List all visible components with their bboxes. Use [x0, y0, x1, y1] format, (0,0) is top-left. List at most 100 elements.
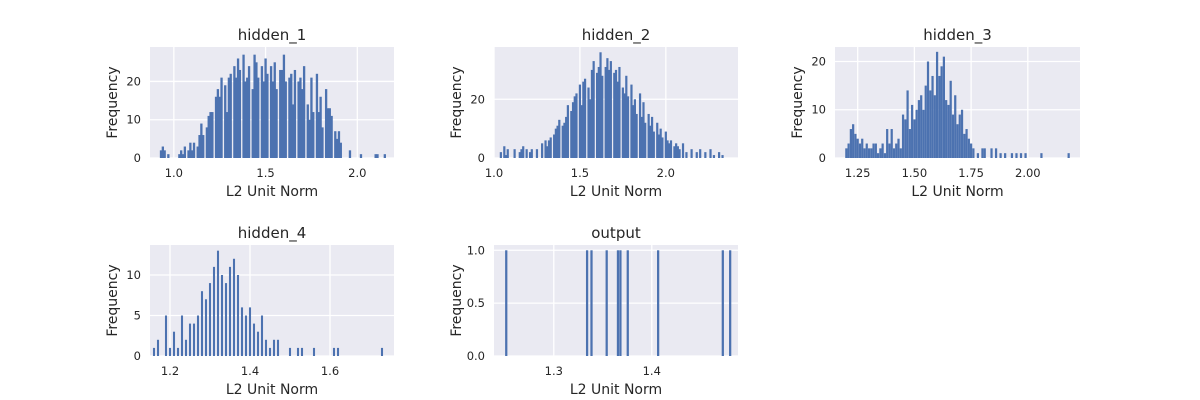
histogram-bar [191, 150, 194, 158]
histogram-bar [189, 142, 192, 158]
histogram-bar [922, 109, 925, 158]
x-tick-label: 1.5 [571, 166, 589, 180]
histogram-bar [990, 148, 993, 158]
histogram-bar [981, 148, 984, 158]
histogram-bar [647, 113, 650, 158]
histogram-bar [675, 143, 678, 158]
histogram-bar [339, 142, 342, 158]
histogram-bar [999, 153, 1002, 158]
histogram-bar [858, 143, 862, 158]
histogram-bar [297, 81, 300, 158]
histogram-bar [640, 116, 643, 158]
histogram-bar [518, 152, 521, 158]
histogram-bar [528, 152, 532, 158]
histogram-bar [180, 150, 183, 158]
histogram-bar [505, 250, 508, 356]
x-axis-label: L2 Unit Norm [911, 184, 1003, 200]
histogram-bar [717, 152, 721, 158]
histogram-bar [553, 134, 556, 158]
histogram-bar [163, 150, 166, 158]
histogram-bar [888, 143, 891, 158]
histogram-bar [503, 146, 506, 158]
histogram-bar [847, 143, 850, 158]
histogram-bar [187, 150, 190, 158]
histogram-bar [650, 116, 654, 158]
histogram-bar [238, 69, 242, 158]
x-axis-label: L2 Unit Norm [570, 382, 662, 398]
histogram-bar [236, 58, 240, 158]
x-tick-label: 1.6 [321, 364, 339, 378]
histogram-bar [613, 72, 616, 158]
histogram-bar [269, 66, 273, 158]
histogram-bar [721, 250, 724, 356]
histogram-bar [960, 109, 964, 158]
histogram-bar [595, 72, 599, 158]
histogram-bar [506, 149, 509, 158]
histogram-bar [945, 100, 948, 158]
histogram-bar [321, 127, 324, 158]
histogram-bar [929, 90, 932, 158]
histogram-bar [867, 148, 871, 158]
histogram-bar [205, 127, 209, 158]
histogram-bar [854, 133, 857, 158]
histogram-bar [685, 152, 688, 158]
histogram-bar [296, 347, 300, 356]
histogram-bar [601, 75, 604, 158]
histogram-bar [587, 87, 590, 158]
histogram-bar [348, 150, 352, 158]
histogram-bar [879, 148, 882, 158]
x-tick-label: 1.4 [241, 364, 259, 378]
histogram-bar [220, 274, 224, 356]
histogram-bar [247, 66, 251, 158]
histogram-bar [565, 116, 568, 158]
histogram-bar [890, 129, 893, 158]
histogram-bar [240, 307, 244, 356]
histogram-bar [704, 152, 707, 158]
x-tick-label: 1.4 [643, 364, 661, 378]
histogram-bar [302, 66, 306, 158]
y-axis-label: Frequency [449, 264, 465, 336]
panel-title: hidden_3 [923, 26, 992, 45]
histogram-bar [904, 119, 907, 158]
histogram-bar [499, 152, 502, 158]
histogram-bar [863, 148, 866, 158]
histogram-bar [310, 77, 313, 158]
histogram-bar [334, 131, 337, 158]
histogram-bar [312, 112, 315, 158]
histogram-bar [520, 149, 523, 158]
y-tick-label: 0.5 [467, 296, 485, 310]
y-tick-label: 0 [134, 151, 141, 165]
histogram-bar [638, 93, 642, 158]
histogram-bar [614, 69, 618, 158]
plot-area [494, 245, 738, 356]
histogram-bar [676, 146, 679, 158]
histogram-bar [656, 122, 659, 158]
histogram-bar [290, 73, 293, 158]
histogram-bar [544, 140, 547, 158]
histogram-bar [161, 146, 164, 158]
histogram-bar [606, 58, 609, 158]
histogram-bar [312, 347, 316, 356]
histogram-bar [252, 323, 256, 356]
histogram-bar [874, 143, 877, 158]
histogram-bar [198, 135, 201, 158]
histogram-panel-hidden-2: 1.0 1.5 2.0 0 20 hidden_2 L2 Unit Norm Frequenc… [449, 26, 738, 200]
y-tick-label: 5 [134, 308, 141, 322]
x-tick-label: 1.2 [161, 364, 179, 378]
histogram-bar [558, 119, 561, 158]
histogram-bar [180, 315, 184, 356]
x-tick-label: 1.0 [165, 166, 183, 180]
plot-area [150, 245, 394, 356]
histogram-bar [915, 109, 918, 158]
histogram-bar [225, 112, 229, 158]
y-tick-label: 0 [478, 151, 485, 165]
histogram-bar [271, 81, 275, 158]
histogram-bar [159, 150, 163, 158]
histogram-bar [330, 115, 333, 158]
histogram-bar [712, 155, 716, 158]
histogram-bar [652, 131, 655, 158]
histogram-bar [917, 100, 921, 158]
histogram-bar [1040, 153, 1043, 158]
histogram-bar [609, 61, 612, 158]
